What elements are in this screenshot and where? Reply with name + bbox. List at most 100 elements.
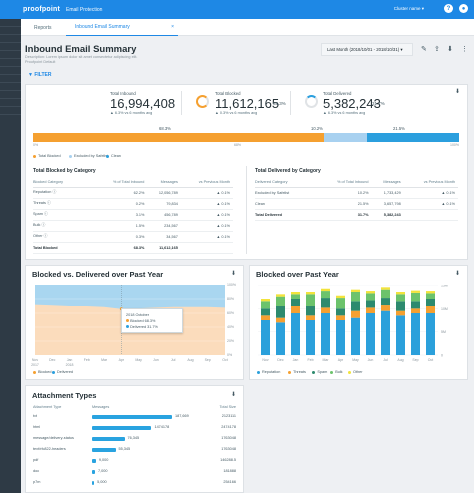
sidebar-item[interactable] (0, 67, 21, 75)
bar-segment-other[interactable] (306, 292, 315, 295)
bar-segment-spam[interactable] (261, 308, 270, 316)
bar-segment-bulk[interactable] (396, 294, 405, 302)
messages-bar[interactable] (92, 447, 116, 452)
more-icon[interactable]: ⋮ (461, 46, 468, 53)
bar-segment-other[interactable] (381, 287, 390, 290)
bar-segment-spam[interactable] (351, 301, 360, 311)
table-row[interactable]: Spam ⓘ 3.1% 456,789 ▲ 0.1% (33, 209, 233, 221)
bar-segment-reputation[interactable] (291, 313, 300, 355)
bar-segment-bulk[interactable] (381, 289, 390, 299)
download-icon[interactable]: ⬇ (455, 89, 461, 95)
share-icon[interactable]: ⇪ (434, 46, 440, 53)
bar-segment-reputation[interactable] (276, 322, 285, 355)
sidebar-item[interactable] (0, 51, 21, 59)
table-row[interactable]: Threats ⓘ 0.2% 79,834 ▲ 0.1% (33, 198, 233, 210)
bar-segment-reputation[interactable] (426, 313, 435, 355)
blocked-segment[interactable] (33, 133, 324, 142)
bar-segment-threats[interactable] (291, 306, 300, 313)
bar-segment-reputation[interactable] (366, 313, 375, 355)
table-row[interactable]: Other ⓘ 0.3% 34,567 ▲ 0.1% (33, 231, 233, 243)
bar-segment-bulk[interactable] (261, 301, 270, 309)
bar-segment-threats[interactable] (426, 306, 435, 313)
messages-bar[interactable] (92, 469, 95, 474)
bar-segment-threats[interactable] (366, 307, 375, 313)
bar-segment-bulk[interactable] (411, 292, 420, 302)
bar-segment-spam[interactable] (396, 301, 405, 311)
bar-segment-other[interactable] (396, 292, 405, 295)
bar-segment-other[interactable] (351, 289, 360, 292)
table-row[interactable]: Clean 21.5% 3,657,798 ▲ 0.1% (255, 198, 458, 210)
download-icon[interactable]: ⬇ (231, 271, 237, 277)
bar-segment-other[interactable] (276, 294, 285, 297)
sidebar-item[interactable] (0, 43, 21, 51)
bar-segment-reputation[interactable] (411, 313, 420, 355)
bar-segment-bulk[interactable] (321, 291, 330, 299)
bar-segment-threats[interactable] (351, 310, 360, 318)
bar-segment-other[interactable] (426, 291, 435, 294)
bar-segment-threats[interactable] (276, 317, 285, 323)
bar-segment-spam[interactable] (276, 306, 285, 318)
sidebar-item[interactable] (0, 59, 21, 67)
user-icon[interactable]: ● (459, 4, 468, 13)
edit-icon[interactable]: ✎ (421, 46, 427, 53)
table-row[interactable]: Reputation ⓘ 62.2% 12,056,789 ▲ 0.1% (33, 187, 233, 199)
sidebar-item[interactable] (0, 91, 21, 99)
sidebar-item[interactable] (0, 83, 21, 91)
bar-segment-reputation[interactable] (396, 315, 405, 355)
download-icon[interactable]: ⬇ (231, 392, 237, 398)
excluded-segment[interactable] (323, 133, 368, 142)
bar-segment-bulk[interactable] (426, 293, 435, 299)
messages-bar[interactable] (92, 436, 125, 441)
info-icon[interactable]: ⓘ (52, 190, 57, 194)
table-row[interactable]: Excluded by Safelist 10.2% 1,733,429 ▲ 0.1% (255, 187, 458, 199)
bar-segment-bulk[interactable] (306, 294, 315, 306)
sidebar-item[interactable] (0, 27, 21, 35)
bar-segment-other[interactable] (261, 299, 270, 302)
bar-segment-spam[interactable] (306, 306, 315, 316)
filter-button[interactable]: ▼ FILTER (28, 72, 51, 78)
download-icon[interactable]: ⬇ (447, 46, 453, 53)
bar-segment-bulk[interactable] (291, 294, 300, 299)
bar-segment-spam[interactable] (291, 299, 300, 306)
bar-segment-other[interactable] (291, 292, 300, 295)
bar-segment-reputation[interactable] (351, 317, 360, 355)
bar-segment-spam[interactable] (411, 301, 420, 309)
info-icon[interactable]: ⓘ (43, 234, 48, 238)
close-icon[interactable]: × (171, 24, 174, 30)
table-row[interactable]: Bulk ⓘ 1.5% 234,567 ▲ 0.1% (33, 220, 233, 232)
messages-bar[interactable] (92, 458, 96, 463)
tab-inbound-summary[interactable]: Inbound Email Summary × (66, 19, 178, 36)
bar-segment-spam[interactable] (321, 298, 330, 308)
bar-segment-other[interactable] (321, 288, 330, 292)
bar-segment-reputation[interactable] (336, 320, 345, 355)
sidebar-item[interactable] (0, 75, 21, 83)
bar-segment-spam[interactable] (381, 298, 390, 306)
sidebar-item[interactable] (0, 99, 21, 107)
bar-segment-threats[interactable] (306, 315, 315, 320)
help-icon[interactable]: ? (444, 4, 453, 13)
bar-segment-spam[interactable] (366, 300, 375, 308)
cluster-selector[interactable]: Cluster name ▾ (393, 5, 424, 11)
bar-segment-bulk[interactable] (366, 293, 375, 301)
clean-segment[interactable] (367, 133, 459, 142)
bar-segment-threats[interactable] (411, 308, 420, 313)
sidebar-item[interactable] (0, 19, 21, 27)
bar-segment-reputation[interactable] (321, 313, 330, 355)
tab-reports[interactable]: Reports (34, 24, 52, 31)
bar-segment-threats[interactable] (336, 315, 345, 320)
bar-segment-threats[interactable] (396, 310, 405, 316)
messages-bar[interactable] (92, 480, 95, 485)
info-icon[interactable]: ⓘ (46, 201, 51, 205)
bar-segment-threats[interactable] (321, 307, 330, 313)
bar-segment-reputation[interactable] (381, 310, 390, 355)
bar-segment-other[interactable] (336, 295, 345, 299)
info-icon[interactable]: ⓘ (43, 212, 48, 216)
download-icon[interactable]: ⬇ (455, 271, 461, 277)
bar-segment-other[interactable] (411, 290, 420, 293)
bar-segment-threats[interactable] (381, 305, 390, 311)
bar-segment-spam[interactable] (426, 299, 435, 306)
bar-segment-spam[interactable] (336, 308, 345, 316)
messages-bar[interactable] (92, 414, 172, 419)
info-icon[interactable]: ⓘ (41, 223, 46, 227)
bar-segment-bulk[interactable] (276, 296, 285, 306)
